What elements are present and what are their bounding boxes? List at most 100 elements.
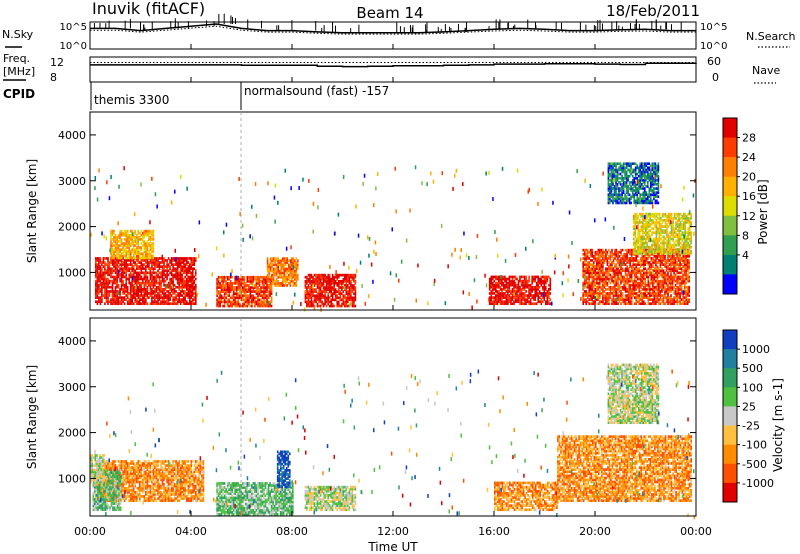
scatter-cell — [495, 298, 497, 301]
scatter-cell — [193, 296, 196, 299]
scatter-cell — [169, 267, 171, 271]
scatter-cell — [680, 263, 683, 266]
scatter-cell — [634, 221, 636, 224]
scatter-cell — [662, 300, 665, 304]
scatter-cell — [646, 283, 648, 287]
scatter-cell — [353, 288, 355, 291]
scatter-cell — [310, 298, 313, 302]
scatter-cell — [615, 259, 618, 262]
scatter-cell — [163, 277, 165, 281]
scatter-cell — [665, 259, 668, 262]
scatter-cell — [114, 267, 117, 271]
scatter-cell — [187, 290, 190, 293]
scatter-cell — [172, 259, 174, 262]
scatter-cell — [231, 296, 233, 300]
scatter-cell — [116, 275, 118, 279]
scatter-cell — [102, 275, 105, 279]
scatter-cell — [182, 265, 185, 268]
scatter-cell — [597, 265, 600, 268]
scatter-cell — [107, 257, 109, 260]
scatter-cell — [216, 290, 218, 293]
scatter-cell — [278, 263, 281, 267]
scatter-cell — [632, 294, 634, 297]
scatter-cell — [504, 285, 506, 289]
scatter-cell — [116, 273, 118, 277]
scatter-cell — [148, 261, 150, 264]
scatter-cell — [225, 284, 227, 287]
scatter-cell — [614, 257, 616, 260]
scatter-cell — [149, 302, 152, 306]
scatter-cell — [309, 292, 311, 296]
scatter-cell — [154, 298, 156, 301]
scatter-cell — [270, 290, 273, 293]
scatter-cell — [667, 294, 669, 297]
scatter-cell — [294, 265, 296, 269]
scatter-cell — [131, 236, 133, 239]
scatter-cell — [635, 214, 638, 218]
scatter-cell — [516, 294, 518, 297]
scatter-cell — [596, 277, 598, 281]
scatter-cell — [280, 261, 282, 265]
scatter-cell — [679, 288, 681, 291]
scatter-cell — [525, 285, 527, 289]
scatter-cell — [334, 290, 337, 293]
scatter-cell — [656, 294, 659, 297]
scatter-cell — [307, 302, 310, 306]
scatter-cell — [609, 275, 612, 279]
scatter-cell — [319, 290, 322, 293]
scatter-cell — [543, 285, 546, 289]
scatter-cell — [651, 221, 653, 224]
scatter-cell — [655, 296, 657, 299]
scatter-cell — [612, 269, 615, 273]
scatter-cell — [324, 296, 326, 300]
scatter-cell — [599, 261, 601, 264]
scatter-cell — [655, 285, 657, 289]
scatter-cell — [125, 236, 127, 239]
scatter-cell — [108, 265, 111, 268]
scatter-cell — [149, 290, 152, 293]
scatter-cell — [239, 282, 241, 285]
scatter-cell — [186, 261, 188, 264]
scatter-cell — [656, 298, 659, 301]
scatter-cell — [655, 273, 657, 277]
scatter-cell — [164, 294, 167, 297]
scatter-cell — [104, 263, 106, 266]
scatter-cell — [263, 288, 265, 291]
scatter-cell — [488, 300, 491, 304]
cpid-segment-2: normalsound (fast) -157 — [244, 84, 389, 98]
scatter-cell — [145, 265, 147, 268]
scatter-cell — [606, 252, 609, 256]
scatter-cell — [123, 259, 126, 262]
scatter-cell — [190, 288, 193, 291]
scatter-cell — [594, 267, 597, 271]
scatter-cell — [594, 283, 597, 287]
scatter-cell — [225, 280, 227, 283]
scatter-cell — [488, 302, 491, 306]
scatter-cell — [270, 280, 273, 283]
scatter-cell — [624, 273, 627, 277]
scatter-cell — [611, 250, 613, 254]
scatter-cell — [318, 294, 320, 298]
scatter-cell — [125, 298, 127, 301]
scatter-cell — [181, 298, 183, 301]
scatter-cell — [116, 250, 118, 254]
scatter-cell — [545, 275, 547, 279]
scatter-cell — [245, 290, 247, 293]
scatter-cell — [313, 290, 316, 293]
scatter-cell — [589, 275, 592, 279]
scatter-cell — [316, 275, 319, 279]
scatter-cell — [266, 265, 269, 269]
scatter-cell — [612, 302, 615, 306]
scatter-cell — [110, 250, 112, 254]
scatter-cell — [545, 277, 547, 281]
scatter-cell — [139, 252, 141, 256]
scatter-cell — [252, 300, 255, 304]
scatter-cell — [229, 280, 232, 283]
scatter-cell — [671, 269, 674, 273]
scatter-cell — [600, 267, 603, 271]
scatter-cell — [193, 259, 196, 262]
scatter-cell — [142, 240, 144, 243]
scatter-cell — [608, 279, 610, 283]
scatter-cell — [630, 252, 633, 256]
scatter-cell — [307, 294, 310, 298]
